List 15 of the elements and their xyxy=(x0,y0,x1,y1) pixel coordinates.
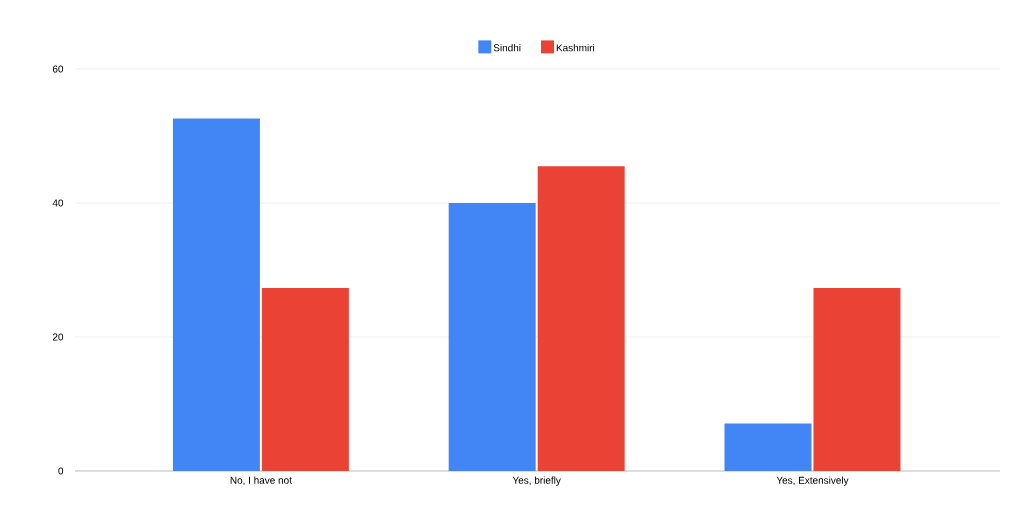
bar xyxy=(261,288,349,471)
bar xyxy=(724,423,812,471)
x-tick-label: Yes, Extensively xyxy=(776,476,849,486)
y-tick-label: 40 xyxy=(52,199,64,207)
y-tick-label: 60 xyxy=(52,65,64,73)
bar xyxy=(172,118,260,471)
legend-label: Kashmiri xyxy=(556,44,595,52)
y-tick-label: 20 xyxy=(52,333,64,341)
bar xyxy=(448,202,536,471)
x-tick-label: No, I have not xyxy=(230,476,292,485)
legend-label: Sindhi xyxy=(493,44,521,52)
y-tick-label: 0 xyxy=(58,467,64,475)
x-tick-label: Yes, briefly xyxy=(512,476,561,486)
bar xyxy=(813,288,901,471)
bar xyxy=(537,166,625,471)
